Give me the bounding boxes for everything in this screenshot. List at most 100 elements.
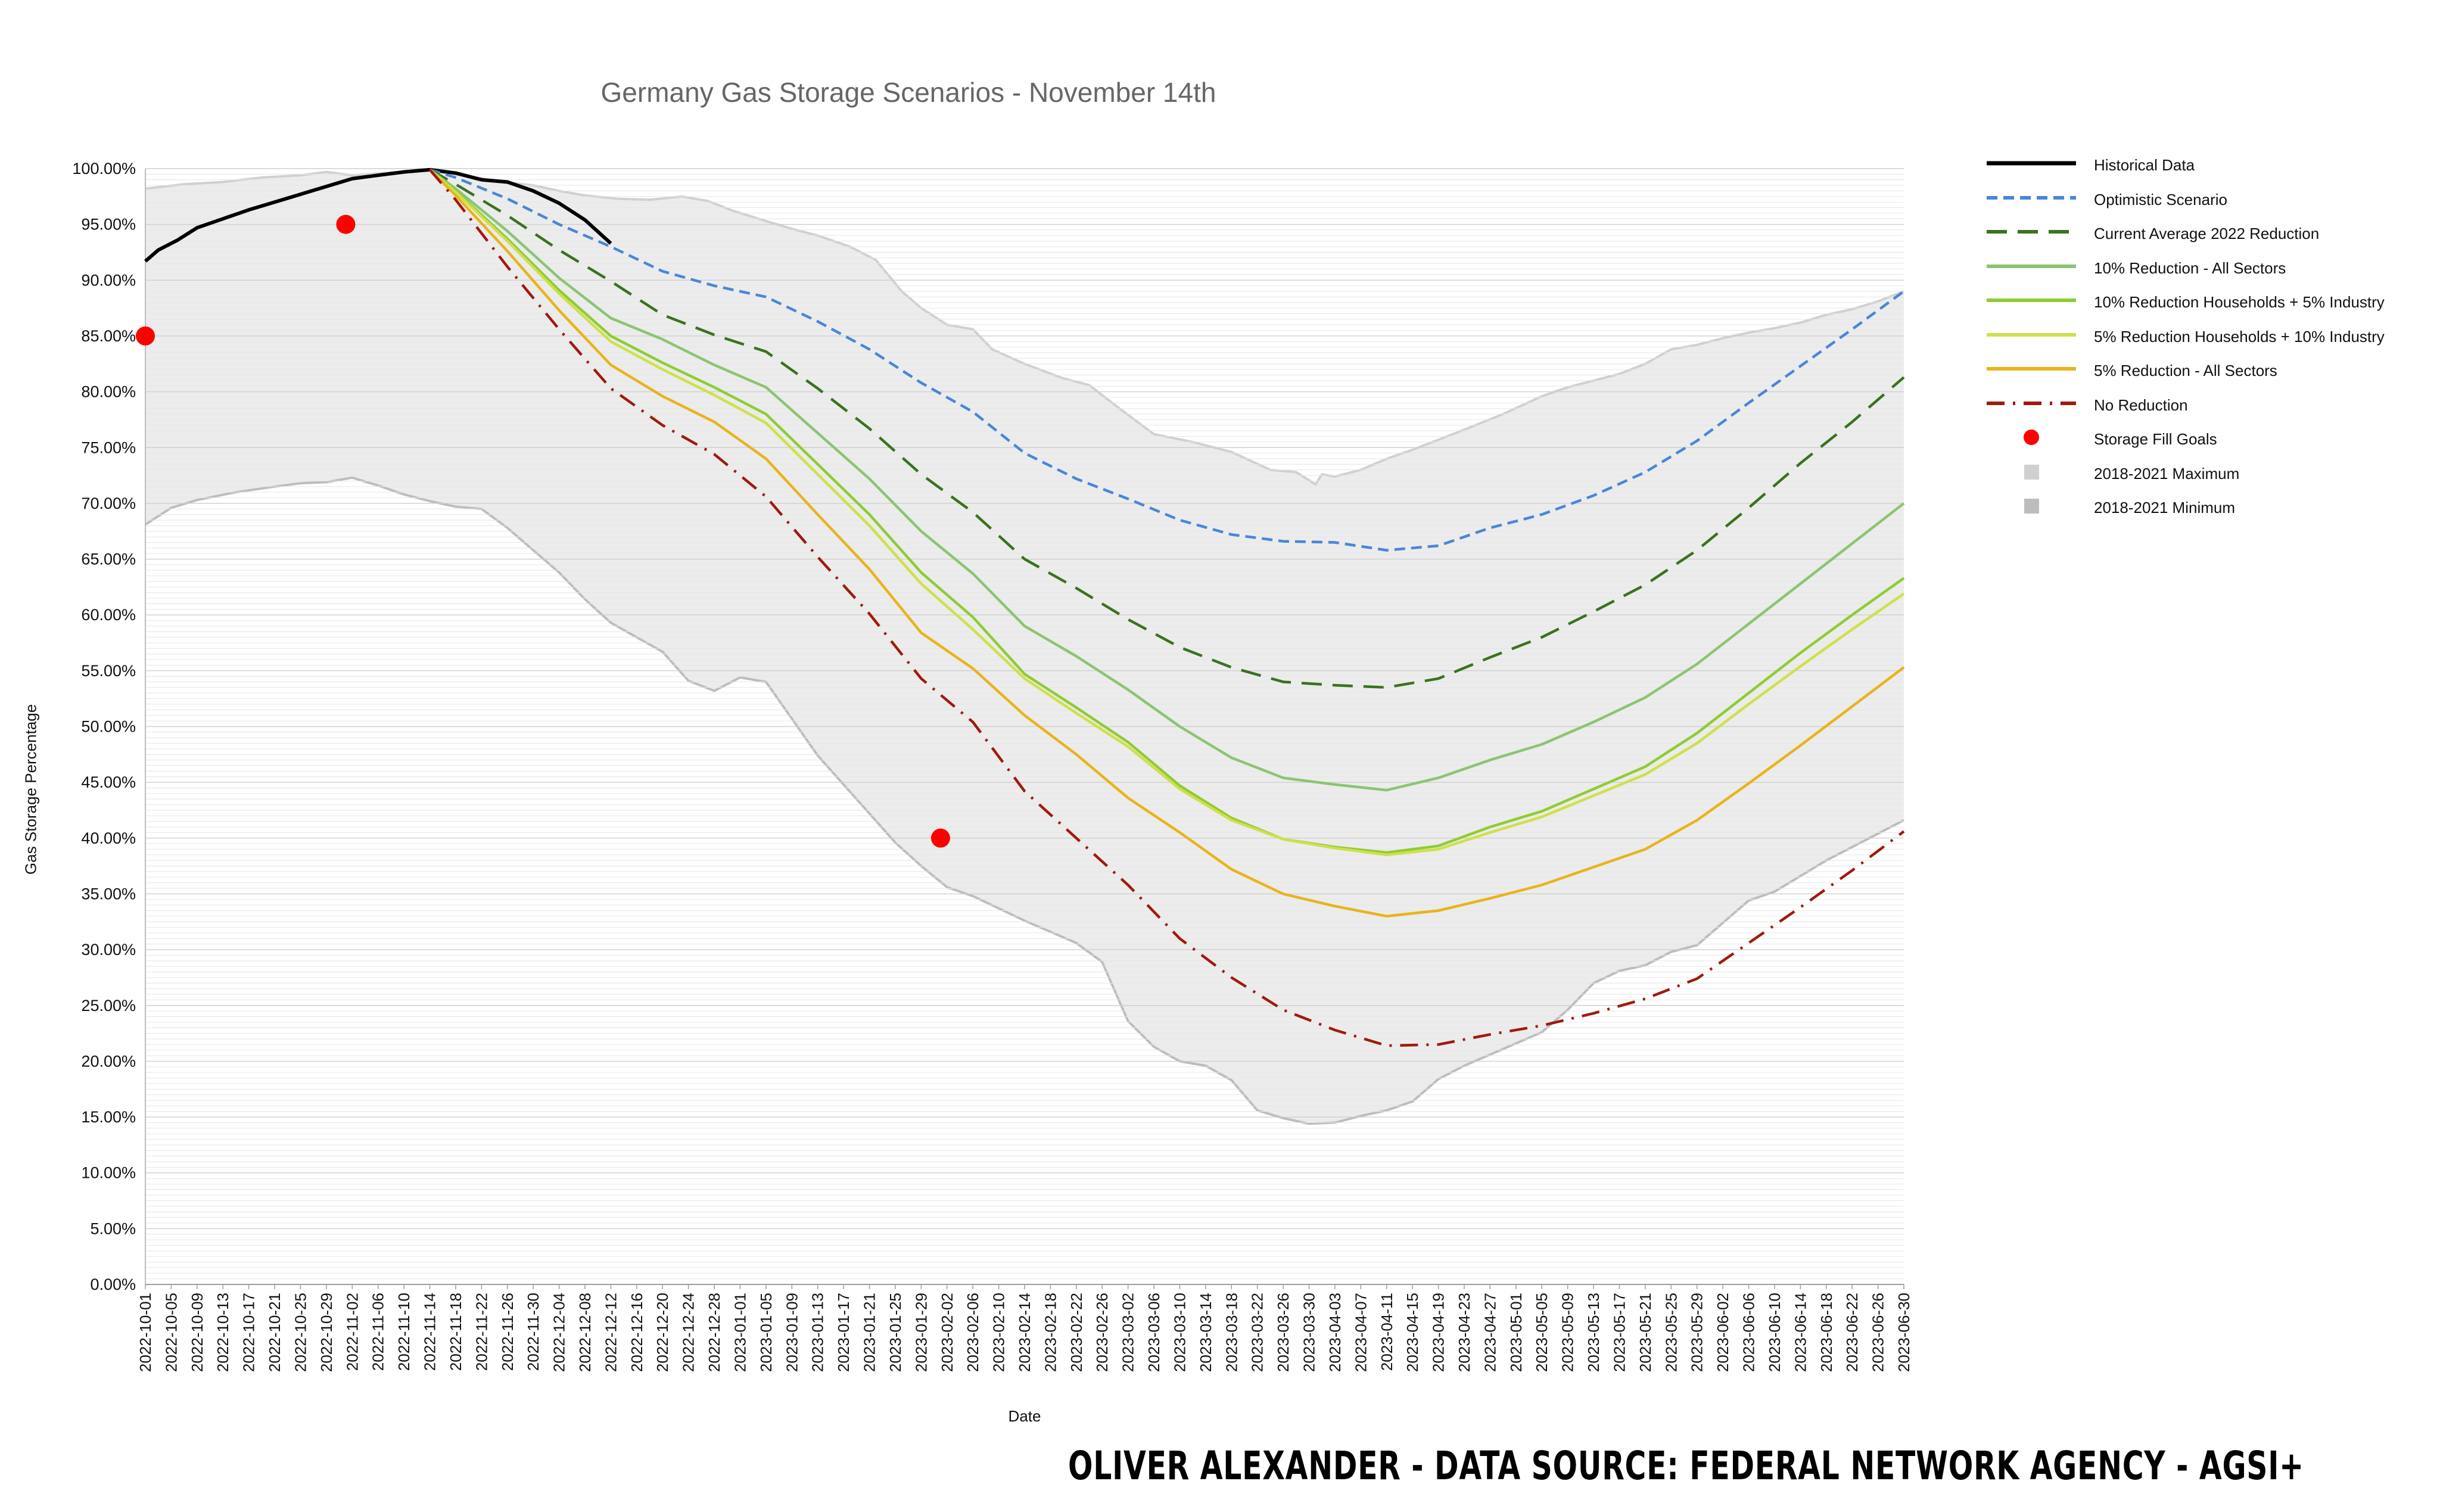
legend-swatch [1987,230,2076,234]
y-tick-label: 100.00% [72,160,136,178]
x-tick-label: 2023-02-22 [1068,1293,1085,1372]
legend-label: 10% Reduction Households + 5% Industry [2094,293,2385,311]
legend-item-7: No Reduction [1987,393,2439,416]
legend-label: 10% Reduction - All Sectors [2094,259,2286,277]
legend-label: 2018-2021 Maximum [2094,464,2240,483]
x-tick-label: 2023-02-10 [990,1293,1008,1372]
legend-item-1: Optimistic Scenario [1987,187,2439,211]
legend-swatch [1987,264,2076,268]
y-tick-label: 75.00% [81,438,136,456]
legend-item-10: 2018-2021 Minimum [1987,495,2439,519]
credit-text: OLIVER ALEXANDER - DATA SOURCE: FEDERAL … [1068,1443,2304,1489]
x-tick-label: 2023-04-23 [1455,1293,1473,1372]
x-tick-label: 2023-04-27 [1481,1293,1499,1372]
x-tick-label: 2023-03-02 [1119,1293,1137,1372]
goal-point-1 [336,214,356,234]
x-tick-label: 2023-02-18 [1041,1293,1059,1372]
x-tick-label: 2023-02-14 [1016,1293,1034,1372]
series-line-0 [144,167,612,263]
legend-label: 5% Reduction Households + 10% Industry [2094,327,2385,346]
legend-item-4: 10% Reduction Households + 5% Industry [1987,290,2439,313]
legend-label: Storage Fill Goals [2094,430,2217,448]
x-tick-label: 2023-05-13 [1585,1293,1602,1372]
x-tick-label: 2023-05-25 [1662,1293,1680,1372]
y-tick-label: 90.00% [81,271,136,289]
y-tick-label: 70.00% [81,494,136,512]
x-tick-label: 2023-01-25 [886,1293,904,1372]
legend-swatch [1987,195,2076,200]
y-tick-label: 35.00% [81,885,136,903]
x-tick-label: 2023-05-21 [1636,1293,1654,1372]
x-tick-label: 2023-04-19 [1430,1293,1448,1372]
y-tick-label: 95.00% [81,216,136,234]
x-tick-label: 2023-03-26 [1274,1293,1292,1372]
goal-point-2 [930,828,950,848]
x-tick-label: 2022-11-02 [343,1293,361,1371]
legend-label: 5% Reduction - All Sectors [2094,362,2277,379]
y-tick-label: 10.00% [81,1164,136,1182]
x-tick-label: 2022-11-14 [421,1293,439,1371]
legend-item-2: Current Average 2022 Reduction [1987,221,2439,245]
series-line-7 [428,169,1905,1047]
y-tick-label: 5.00% [90,1219,136,1237]
x-tick-label: 2023-04-11 [1378,1293,1396,1371]
series-line-6 [428,169,1905,918]
x-tick-label: 2022-10-09 [188,1293,206,1372]
x-tick-label: 2023-05-01 [1507,1293,1525,1372]
x-tick-label: 2022-11-10 [395,1293,413,1371]
x-tick-label: 2022-10-01 [136,1293,154,1372]
legend-square-mark [2024,499,2039,514]
x-tick-label: 2023-06-22 [1843,1293,1861,1372]
range-band-area [145,169,1904,1124]
x-tick-label: 2023-05-29 [1688,1293,1706,1372]
series-line-1 [429,168,1905,552]
legend-swatch [2024,464,2039,480]
x-tick-label: 2023-03-30 [1300,1293,1318,1372]
legend-item-3: 10% Reduction - All Sectors [1987,256,2439,279]
x-tick-label: 2022-10-29 [318,1293,335,1372]
x-tick-label: 2023-06-06 [1740,1293,1758,1372]
x-tick-label: 2022-12-04 [550,1293,568,1372]
legend-item-6: 5% Reduction - All Sectors [1987,358,2439,382]
y-tick-label: 50.00% [81,718,136,736]
x-tick-label: 2023-05-17 [1610,1293,1628,1372]
x-tick-label: 2022-12-16 [628,1293,646,1372]
series-line-4 [429,169,1905,854]
y-tick-label: 65.00% [81,550,136,568]
x-tick-label: 2023-04-07 [1352,1293,1370,1372]
y-tick-label: 60.00% [81,606,136,624]
y-tick-label: 55.00% [81,662,136,680]
y-tick-label: 30.00% [81,941,136,959]
legend-swatch [2024,499,2039,514]
legend-swatch [1987,161,2076,166]
legend-square-mark [2024,464,2039,480]
x-tick-label: 2022-10-21 [266,1293,284,1372]
legend-label: Historical Data [2094,156,2195,174]
x-tick-label: 2022-10-05 [162,1293,180,1372]
legend-swatch [1987,298,2076,302]
x-tick-label: 2023-06-26 [1869,1293,1887,1372]
x-tick-label: 2023-05-05 [1533,1293,1551,1372]
x-tick-label: 2023-04-03 [1326,1293,1344,1372]
x-tick-label: 2022-11-22 [472,1293,490,1371]
x-tick-label: 2022-11-26 [499,1293,516,1371]
x-tick-label: 2023-01-29 [912,1293,930,1372]
x-tick-label: 2023-06-30 [1895,1293,1913,1372]
y-tick-label: 25.00% [81,997,136,1015]
x-tick-label: 2022-10-13 [214,1293,232,1372]
x-tick-label: 2023-06-02 [1714,1293,1732,1372]
legend-dot-mark [2024,430,2039,445]
x-tick-label: 2023-01-01 [731,1293,749,1372]
x-tick-label: 2022-12-12 [602,1293,620,1372]
y-tick-label: 85.00% [81,327,136,345]
x-tick-label: 2023-04-15 [1403,1293,1421,1372]
legend-swatch [1987,401,2076,405]
x-tick-label: 2022-12-28 [705,1293,723,1372]
x-tick-label: 2023-03-18 [1222,1293,1240,1372]
legend-item-8: Storage Fill Goals [1987,427,2439,450]
x-tick-label: 2023-02-02 [938,1293,956,1372]
x-tick-label: 2023-01-17 [835,1293,852,1372]
x-tick-label: 2023-01-13 [809,1293,827,1372]
